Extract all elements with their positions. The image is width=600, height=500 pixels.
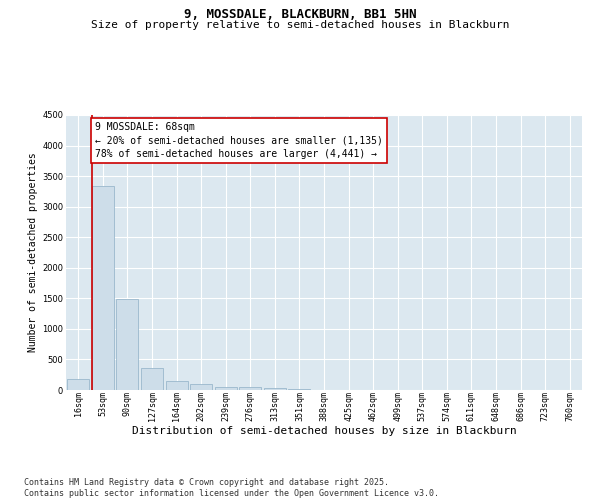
Bar: [116, 299, 139, 390]
Text: Contains HM Land Registry data © Crown copyright and database right 2025.
Contai: Contains HM Land Registry data © Crown c…: [24, 478, 439, 498]
Bar: [239, 387, 262, 390]
Text: Size of property relative to semi-detached houses in Blackburn: Size of property relative to semi-detach…: [91, 20, 509, 30]
Bar: [190, 384, 212, 390]
Bar: [264, 388, 286, 390]
Bar: [289, 389, 310, 390]
Text: 9 MOSSDALE: 68sqm
← 20% of semi-detached houses are smaller (1,135)
78% of semi-: 9 MOSSDALE: 68sqm ← 20% of semi-detached…: [95, 122, 383, 158]
Y-axis label: Number of semi-detached properties: Number of semi-detached properties: [28, 152, 38, 352]
Bar: [141, 368, 163, 390]
Bar: [215, 386, 237, 390]
X-axis label: Distribution of semi-detached houses by size in Blackburn: Distribution of semi-detached houses by …: [131, 426, 517, 436]
Bar: [92, 186, 114, 390]
Bar: [166, 381, 188, 390]
Text: 9, MOSSDALE, BLACKBURN, BB1 5HN: 9, MOSSDALE, BLACKBURN, BB1 5HN: [184, 8, 416, 20]
Bar: [67, 378, 89, 390]
